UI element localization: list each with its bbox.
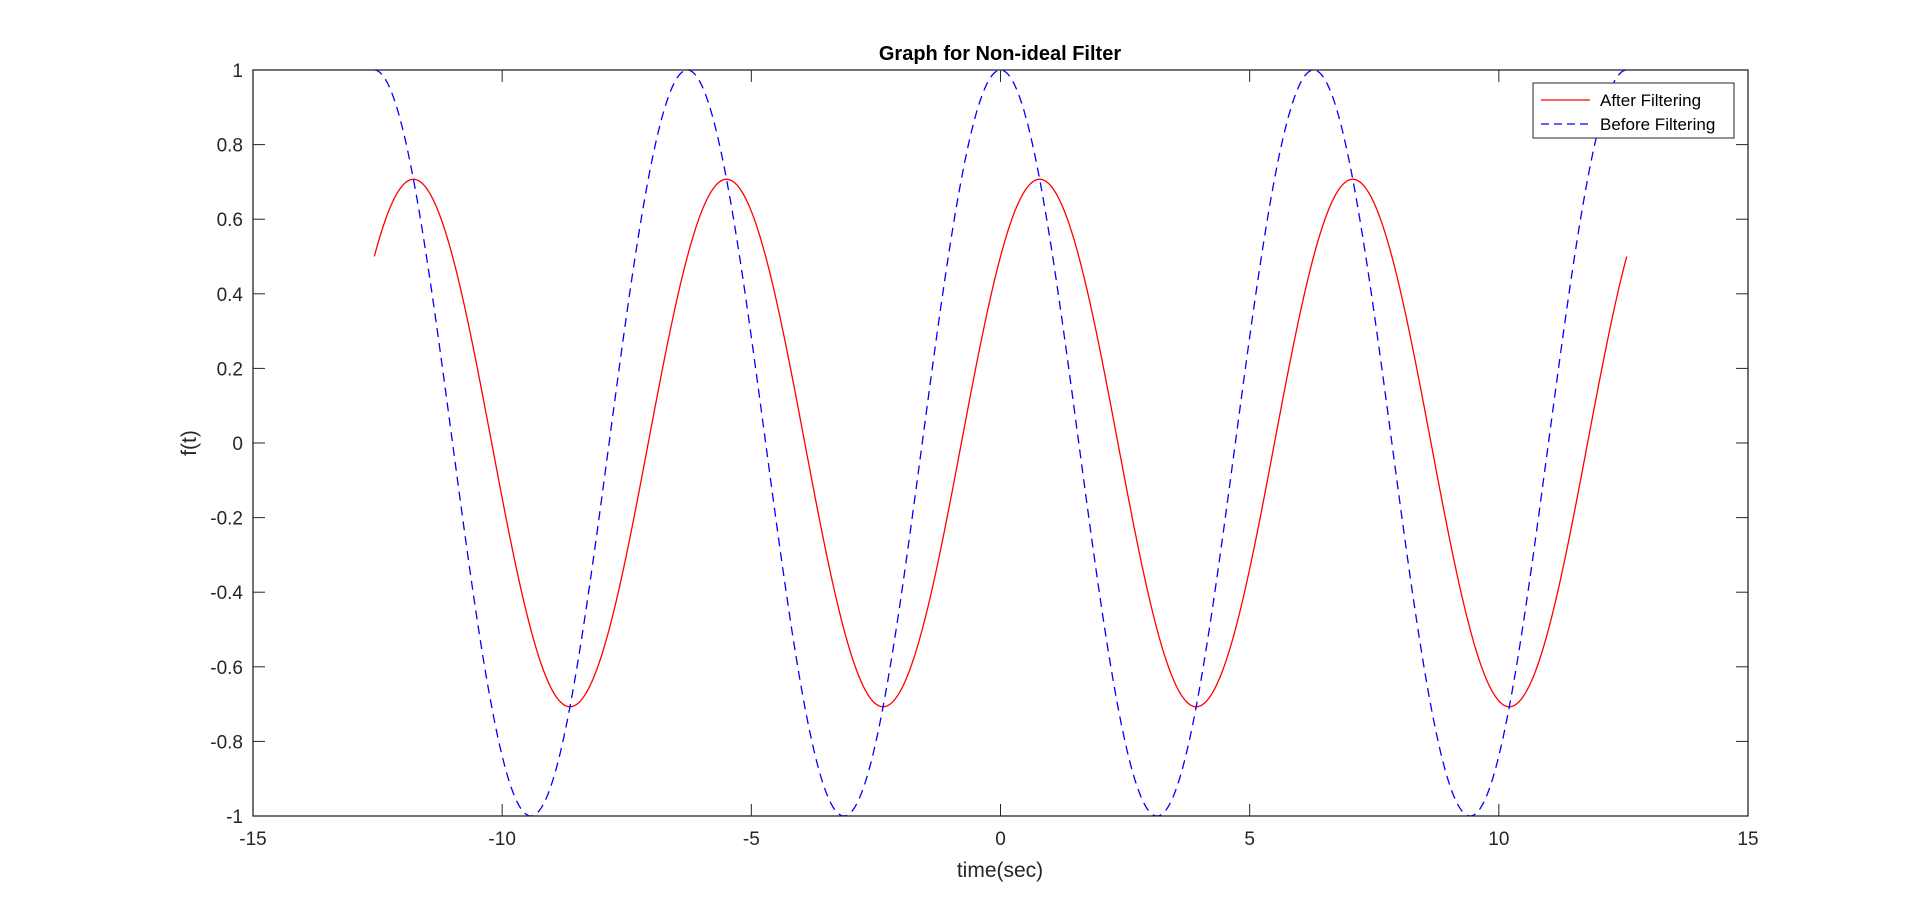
y-tick-label: -0.8 [210,732,243,753]
y-tick-label: 1 [232,61,243,82]
tick-layer: -15 -10 -5 0 5 10 15 -1 -0.8 -0.6 -0.4 -0.2 0 0.2 0.4 0… [210,61,1758,850]
x-tick-label: 5 [1244,829,1255,850]
x-tick-label: 0 [995,829,1006,850]
y-axis-label: f(t) [178,430,201,456]
y-tick-label: 0.4 [217,285,244,306]
y-tick-label: 0.6 [217,210,243,231]
y-tick-label: 0.2 [217,359,243,380]
y-tick-label: 0.8 [217,136,243,157]
y-tick-label: -0.2 [210,509,243,530]
series-layer [373,70,1628,816]
y-tick-label: -0.4 [210,583,243,604]
chart-title: Graph for Non-ideal Filter [879,43,1121,65]
legend-label-before-filtering: Before Filtering [1600,115,1715,134]
y-tick-label: 0 [232,434,243,455]
x-tick-label: -5 [743,829,760,850]
x-axis-label: time(sec) [957,859,1043,882]
legend-box [1532,82,1735,139]
legend[interactable]: After Filtering Before Filtering [1532,82,1735,139]
y-tick-label: -0.6 [210,658,243,679]
series-line-after-filtering [373,178,1628,708]
y-tick-label: -1 [226,807,243,828]
x-tick-label: -10 [488,829,515,850]
axes-box [252,69,1749,817]
series-line-before-filtering [374,70,1627,816]
plot-area [253,70,1748,816]
x-tick-label: 10 [1488,829,1509,850]
x-tick-label: 15 [1737,829,1758,850]
legend-label-after-filtering: After Filtering [1600,91,1701,110]
x-tick-label: -15 [239,829,266,850]
